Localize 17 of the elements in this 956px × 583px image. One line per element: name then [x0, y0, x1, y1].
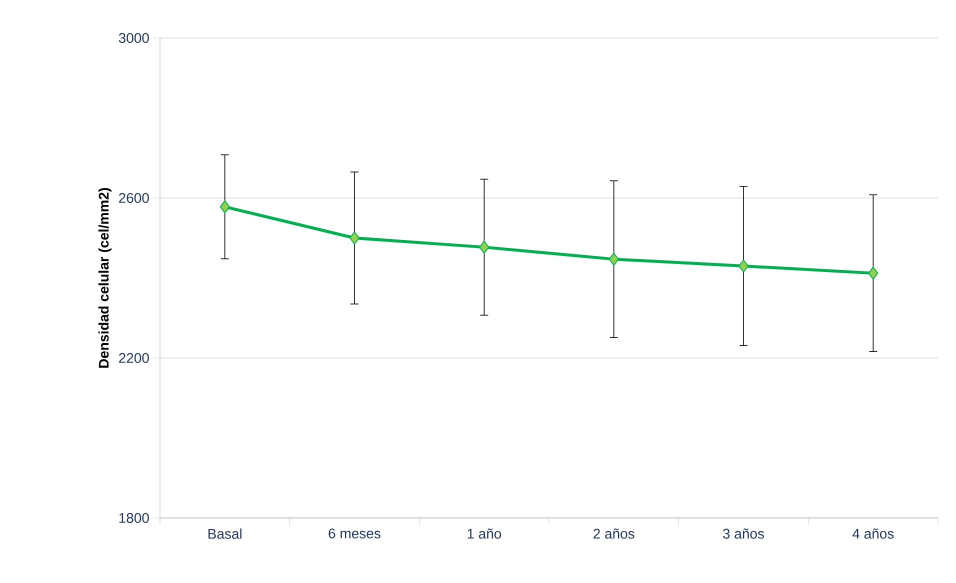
point: [608, 252, 619, 266]
x-tick-label: Basal: [208, 528, 242, 539]
x-tick-label: 2 años: [594, 528, 634, 539]
point: [868, 266, 878, 280]
x-tick-label: 4 años: [852, 528, 894, 539]
point: [220, 200, 230, 214]
point: [738, 259, 748, 272]
point: [479, 240, 490, 254]
x-tick-label: 3 años: [723, 528, 764, 539]
y-tick-label: 2600: [119, 193, 149, 203]
y-tick-label: 3000: [118, 33, 149, 43]
y-tick-label: 1800: [119, 513, 149, 523]
y-axis-title: Densidad celular (cel/mm2): [98, 188, 112, 368]
x-tick-label: 6 meses: [328, 528, 380, 538]
y-tick-label: 2200: [119, 353, 149, 363]
x-tick-label: 1 año: [468, 528, 502, 539]
point: [350, 231, 360, 244]
